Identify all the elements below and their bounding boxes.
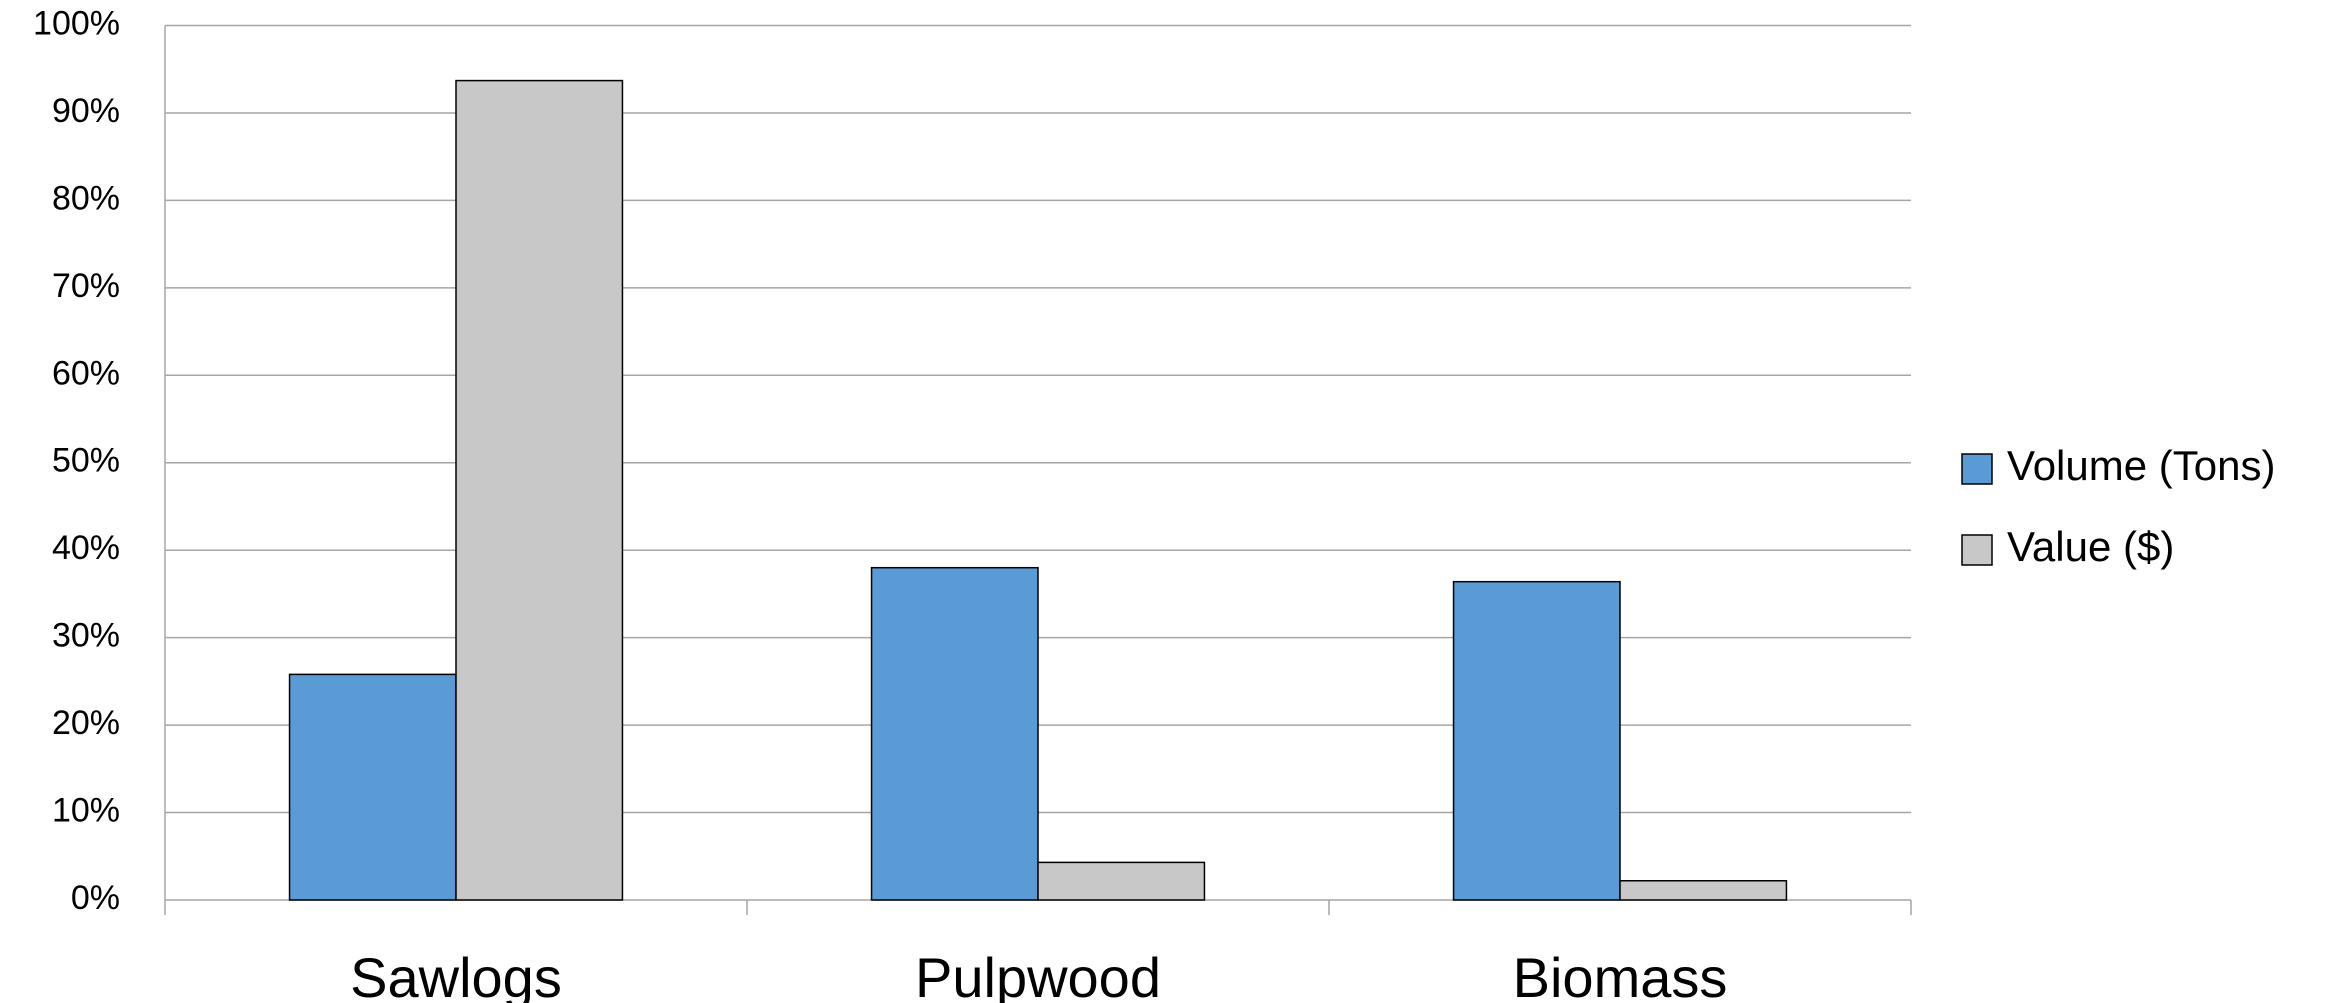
chart: 0% 10% 20% 30% 40% 50% 60% 70% 80% 90% 100% Sawlogs…	[0, 0, 2328, 1003]
x-tick-label: Sawlogs	[350, 946, 562, 1003]
legend-swatch	[1962, 535, 1992, 565]
legend-label: Volume (Tons)	[2007, 442, 2275, 489]
y-tick-label: 70%	[52, 267, 120, 305]
y-tick-label: 90%	[52, 92, 120, 130]
page: {"chart_data": {"type": "bar", "categori…	[0, 0, 2328, 1003]
bar	[456, 81, 622, 900]
y-tick-label: 40%	[52, 529, 120, 567]
y-tick-label: 50%	[52, 442, 120, 480]
legend-label: Value ($)	[2007, 523, 2174, 570]
bar	[872, 568, 1038, 900]
y-tick-label: 60%	[52, 354, 120, 392]
bar	[1454, 582, 1620, 900]
y-tick-label: 80%	[52, 179, 120, 217]
y-tick-label: 10%	[52, 792, 120, 830]
y-tick-label: 30%	[52, 617, 120, 655]
x-tick-label: Biomass	[1513, 946, 1728, 1003]
y-tick-label: 0%	[71, 879, 120, 917]
y-tick-label: 100%	[33, 4, 120, 42]
legend-swatch	[1962, 454, 1992, 484]
y-tick-label: 20%	[52, 704, 120, 742]
bar	[290, 674, 456, 900]
bar	[1038, 862, 1204, 900]
x-tick-label: Pulpwood	[915, 946, 1161, 1003]
bar	[1620, 881, 1786, 900]
